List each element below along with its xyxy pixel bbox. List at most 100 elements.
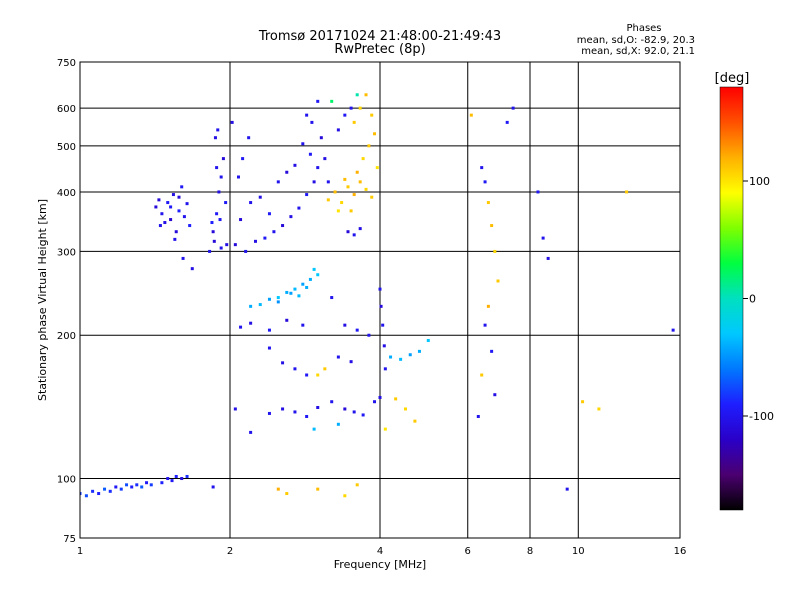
data-point (581, 400, 585, 404)
data-point (346, 185, 350, 189)
data-point (496, 279, 500, 283)
data-point (379, 304, 383, 308)
stats-line-x: mean, sd,X: 92.0, 21.1 (581, 46, 695, 57)
data-point (119, 487, 123, 491)
data-point (173, 237, 177, 241)
data-point (267, 346, 271, 350)
data-point (215, 212, 219, 216)
data-point (285, 170, 289, 174)
data-point (233, 407, 237, 411)
y-axis-ticks: 75 100 200 300 400 500 600 750 (57, 58, 76, 545)
y-tick-label: 300 (57, 247, 76, 258)
data-point (336, 128, 340, 132)
data-point (305, 285, 309, 289)
data-point (281, 407, 285, 411)
data-point (285, 290, 289, 294)
data-point (241, 157, 245, 161)
data-point (182, 215, 186, 219)
data-point (301, 282, 305, 286)
x-tick-label: 10 (572, 546, 585, 557)
data-point (394, 397, 398, 401)
data-point (97, 492, 101, 496)
data-point (212, 239, 216, 243)
data-point (367, 144, 371, 148)
data-point (349, 360, 353, 364)
data-point (483, 323, 487, 327)
data-point (130, 485, 134, 489)
data-point (493, 249, 497, 253)
data-point (267, 328, 271, 332)
data-point (308, 152, 312, 156)
data-point (166, 477, 170, 481)
data-point (160, 212, 164, 216)
chart-title: Tromsø 20171024 21:48:00-21:49:43 (258, 29, 501, 44)
data-point (343, 323, 347, 327)
data-point (219, 246, 223, 250)
data-point (305, 193, 309, 197)
data-point (367, 333, 371, 337)
data-point (239, 218, 243, 222)
data-point (389, 355, 393, 359)
data-point (486, 201, 490, 205)
data-point (343, 113, 347, 117)
data-point (145, 481, 149, 485)
data-point (253, 239, 257, 243)
data-point (316, 273, 320, 277)
data-point (289, 291, 293, 295)
data-point (349, 209, 353, 213)
data-point (408, 353, 412, 357)
data-point (108, 489, 112, 493)
data-point (546, 256, 550, 260)
chart-subtitle: RwPretec (8p) (334, 42, 425, 57)
data-point (305, 414, 309, 418)
data-point (293, 287, 297, 291)
data-point (490, 224, 494, 228)
data-point (426, 338, 430, 342)
data-point (276, 300, 280, 304)
colorbar-tick-label: 0 (749, 293, 756, 306)
data-point (224, 201, 228, 205)
data-point (276, 296, 280, 300)
data-point (285, 492, 289, 496)
data-point (352, 193, 356, 197)
data-point (346, 230, 350, 234)
data-point (190, 267, 194, 271)
data-point (301, 142, 305, 146)
data-point (323, 367, 327, 371)
y-tick-label: 750 (57, 58, 76, 69)
data-point (330, 296, 334, 300)
data-point (305, 113, 309, 117)
data-point (267, 212, 271, 216)
data-point (171, 193, 175, 197)
data-point (169, 218, 173, 222)
grid-lines (80, 62, 680, 538)
data-points (80, 93, 675, 498)
data-point (297, 206, 301, 210)
stats-line-o: mean, sd,O: -82.9, 20.3 (577, 35, 695, 46)
data-point (215, 166, 219, 170)
data-point (216, 128, 220, 132)
data-point (249, 201, 253, 205)
data-point (358, 180, 362, 184)
data-point (480, 373, 484, 377)
x-tick-label: 1 (77, 546, 83, 557)
y-tick-label: 200 (57, 331, 76, 342)
data-point (355, 93, 359, 97)
data-point (370, 113, 374, 117)
data-point (375, 166, 379, 170)
data-point (340, 201, 344, 205)
data-point (343, 407, 347, 411)
data-point (185, 202, 189, 206)
data-point (336, 209, 340, 213)
data-point (244, 249, 248, 253)
data-point (135, 483, 139, 487)
data-point (289, 215, 293, 219)
data-point (185, 474, 189, 478)
data-point (480, 166, 484, 170)
data-point (383, 367, 387, 371)
data-point (361, 413, 365, 417)
data-point (476, 414, 480, 418)
x-tick-label: 16 (674, 546, 687, 557)
plot-frame (79, 61, 681, 539)
